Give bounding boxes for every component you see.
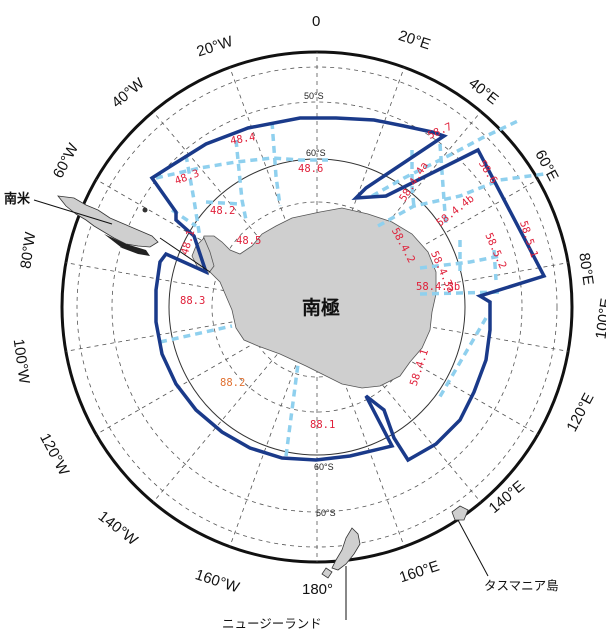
meridian-line [65, 262, 288, 303]
meridian-line [152, 111, 299, 285]
longitude-label: 20°W [195, 33, 236, 61]
meridian-line [65, 311, 288, 352]
south-america-landmass [57, 195, 159, 248]
place-labels: 南米 南極 タスマニア島 ニュージーランド [4, 191, 559, 631]
latitude-label-50s: 50°S [304, 91, 324, 101]
area-label-48-6: 48.6 [298, 163, 323, 175]
antarctica-landmass [199, 207, 437, 389]
area-label-48-5: 48.5 [236, 235, 261, 247]
latitude-label-50s: 50°S [316, 508, 336, 518]
longitude-label: 0 [312, 13, 320, 30]
area-label-48-2: 48.2 [210, 205, 235, 217]
meridian-line [229, 67, 308, 279]
meridian-line [326, 335, 405, 547]
new-zealand-island [331, 527, 361, 571]
area-label-88-2: 88.2 [220, 377, 245, 389]
area-label-88-1: 88.1 [310, 419, 335, 431]
longitude-label: 160°W [193, 566, 242, 596]
area-label-48-4: 48.4 [229, 131, 256, 147]
south-america-label: 南米 [4, 191, 31, 207]
meridian-line [335, 111, 482, 285]
tasmania-leader-line [457, 519, 489, 577]
longitude-label: 40°W [109, 74, 149, 111]
new-zealand-island [321, 567, 333, 579]
meridian-line [229, 335, 308, 547]
longitude-label: 100°W [10, 338, 33, 386]
area-label-88-3: 88.3 [180, 295, 205, 307]
peninsula-leader-line [159, 237, 211, 273]
meridians [65, 52, 569, 562]
longitude-label: 180° [302, 581, 333, 598]
longitude-label: 120°W [36, 430, 73, 479]
convention-area-boundary [149, 116, 547, 463]
area-label-58-4-3b: 58.4.3b [416, 281, 460, 293]
meridian-line [335, 329, 482, 503]
latitude-label-60s: 60°S [314, 462, 334, 472]
meridian-line [342, 179, 539, 293]
longitude-label: 160°E [397, 558, 441, 587]
latitude-label-60s: 60°S [306, 148, 326, 158]
meridian-line [152, 329, 299, 503]
tasmania-label: タスマニア島 [484, 578, 559, 593]
meridian-line [346, 262, 569, 303]
tasmania-island [451, 505, 469, 521]
latitude-labels: 50°S 60°S 60°S 50°S [304, 91, 336, 518]
subdivision-lines [155, 118, 545, 457]
latitude-circle [111, 101, 523, 513]
south-pole-label: 南極 [302, 296, 340, 319]
longitude-label: 80°W [17, 230, 39, 270]
longitude-label: 140°W [95, 508, 142, 550]
meridian-line [95, 321, 292, 435]
meridian-line [342, 321, 539, 435]
longitude-label: 120°E [563, 390, 597, 434]
islands [142, 207, 148, 213]
longitude-label: 60°W [50, 140, 83, 181]
south-america-tip [104, 234, 150, 256]
new-zealand-label: ニュージーランド [222, 616, 322, 631]
meridian-line [326, 67, 405, 279]
longitude-label: 100°E [592, 297, 606, 340]
meridian-line [346, 311, 569, 352]
south-america-leader-line [33, 199, 113, 225]
longitude-label: 20°E [396, 27, 432, 53]
longitude-label: 80°E [575, 252, 596, 287]
